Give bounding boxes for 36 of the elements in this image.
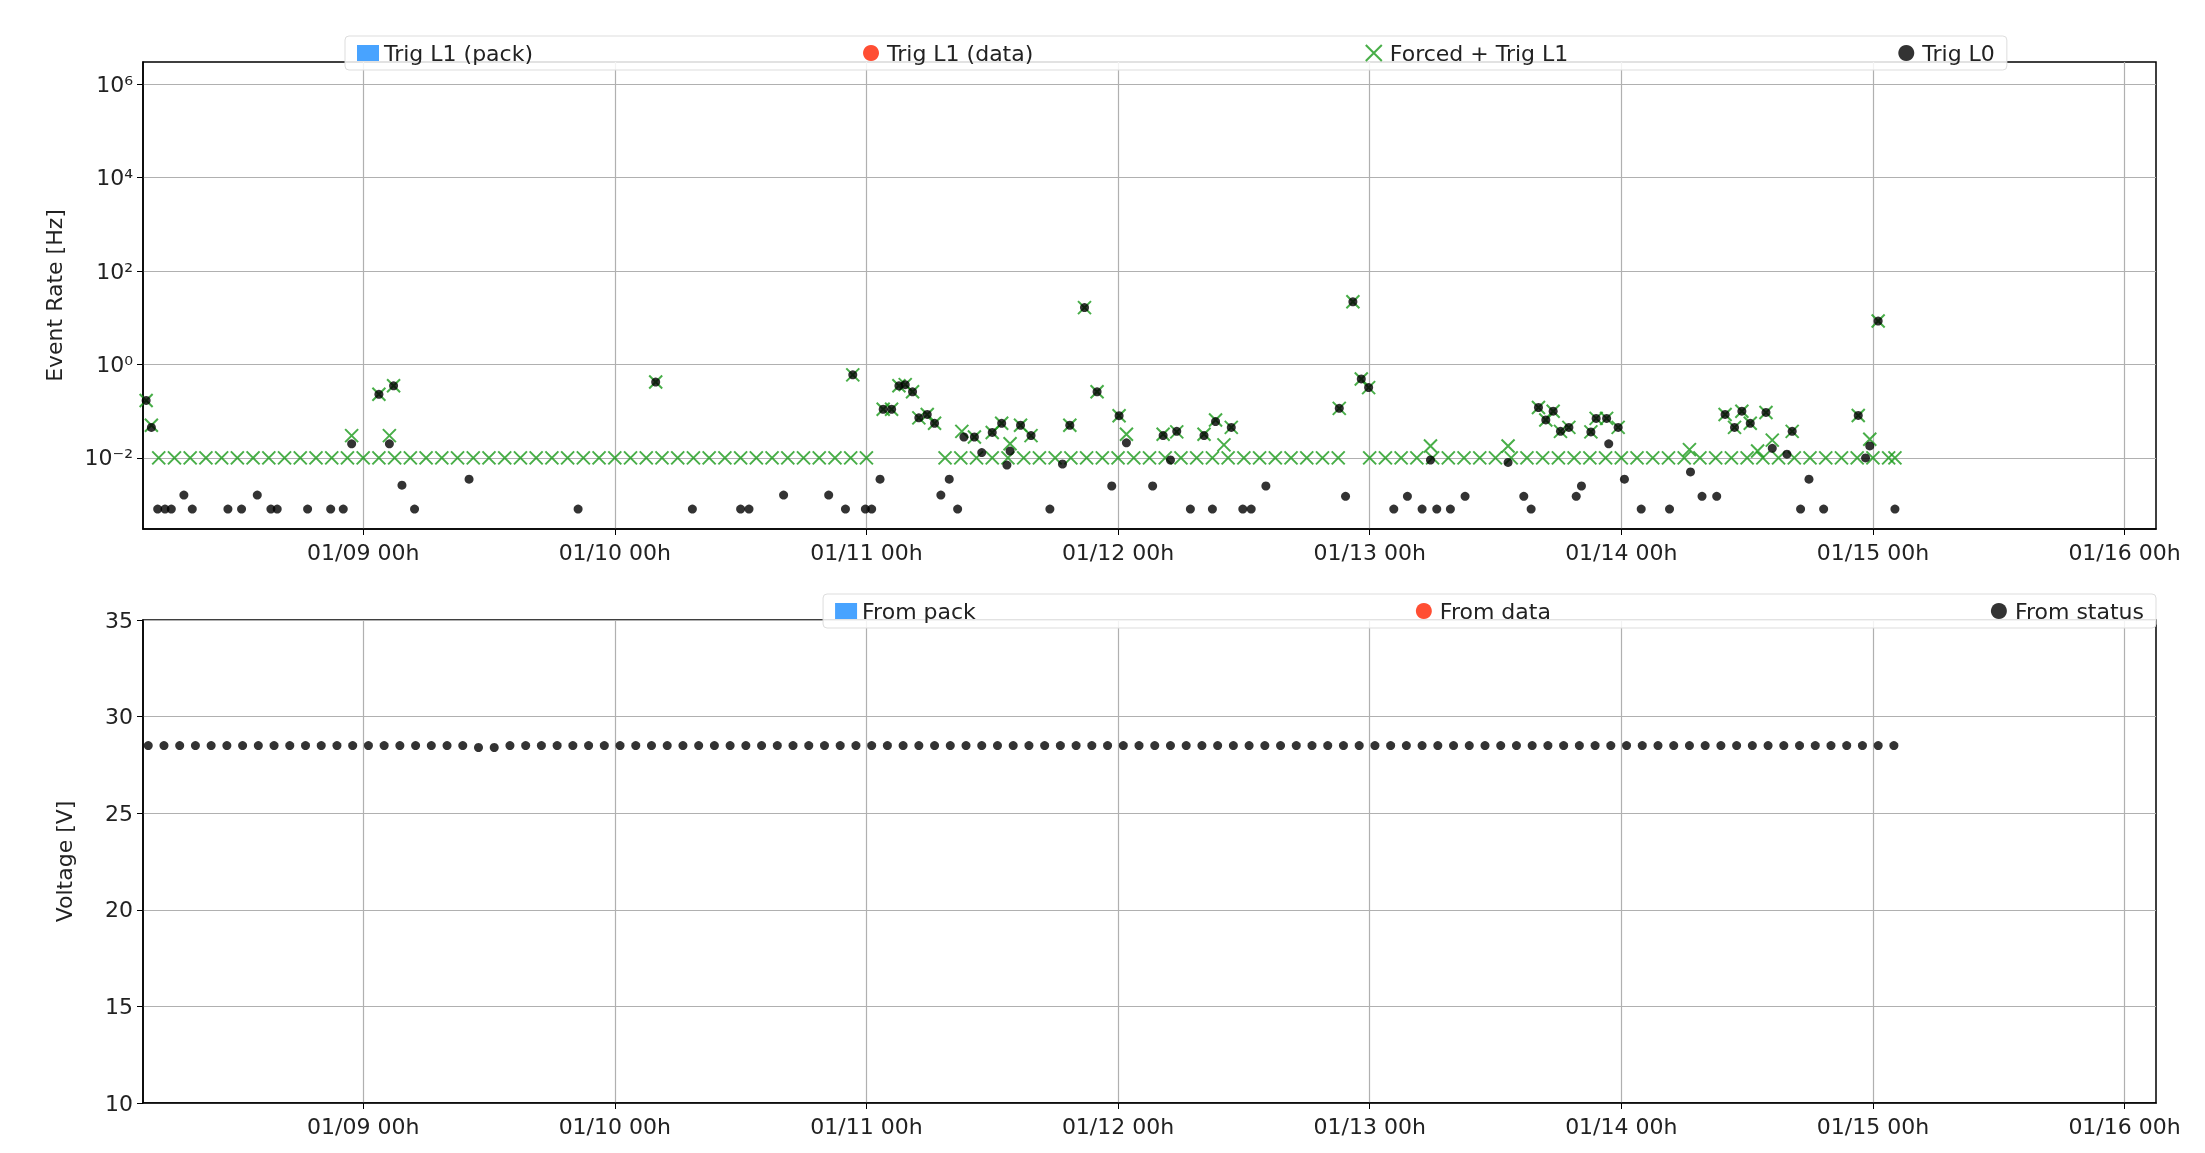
x-tick-label: 01/13 00h: [1313, 539, 1426, 565]
x-tick-label: 01/13 00h: [1313, 1113, 1426, 1139]
y-tick-label: 10: [105, 1090, 133, 1116]
x-tick-label: 01/09 00h: [307, 539, 420, 565]
y-tick-label: 20: [105, 897, 133, 923]
legend-label: Trig L1 (pack): [383, 40, 534, 66]
x-tick-label: 01/12 00h: [1061, 1113, 1175, 1139]
x-tick-label: 01/11 00h: [810, 1113, 923, 1139]
y-tick-label: 10⁶: [96, 71, 134, 97]
legend-label: From data: [1439, 598, 1551, 624]
legend-label: From status: [2014, 598, 2145, 624]
y-axis-title: Voltage [V]: [51, 800, 77, 923]
y-tick-label: 25: [105, 800, 133, 826]
y-tick-label: 30: [105, 704, 133, 730]
legend-label: Trig L1 (data): [886, 40, 1034, 66]
y-axis-title: Event Rate [Hz]: [41, 209, 67, 382]
y-tick-label: 10⁻²: [84, 445, 133, 471]
legend-label: Forced + Trig L1: [1389, 40, 1569, 66]
y-tick-label: 10²: [96, 258, 133, 284]
x-tick-label: 01/10 00h: [558, 1113, 671, 1139]
y-tick-label: 10⁰: [96, 351, 134, 377]
x-tick-label: 01/12 00h: [1061, 539, 1175, 565]
x-tick-label: 01/15 00h: [1816, 539, 1930, 565]
legend-label: Trig L0: [1921, 40, 1995, 66]
x-tick-label: 01/10 00h: [558, 539, 671, 565]
x-tick-label: 01/16 00h: [2068, 1113, 2181, 1139]
x-tick-label: 01/14 00h: [1565, 1113, 1678, 1139]
x-tick-label: 01/15 00h: [1816, 1113, 1930, 1139]
x-tick-label: 01/14 00h: [1565, 539, 1678, 565]
y-tick-label: 35: [105, 607, 133, 633]
y-tick-label: 10⁴: [96, 165, 134, 191]
y-tick-label: 15: [105, 993, 133, 1019]
legend-label: From pack: [862, 598, 977, 624]
x-tick-label: 01/09 00h: [307, 1113, 420, 1139]
x-tick-label: 01/16 00h: [2068, 539, 2181, 565]
x-tick-label: 01/11 00h: [810, 539, 923, 565]
